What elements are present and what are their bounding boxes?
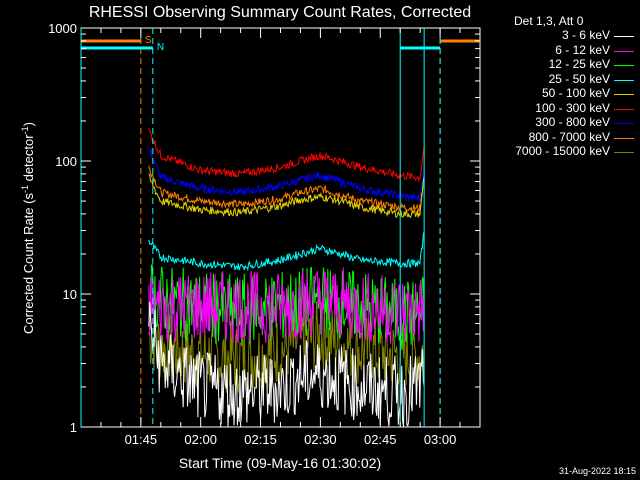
x-axis-label: Start Time (09-May-16 01:30:02) — [179, 455, 381, 471]
chart-title: RHESSI Observing Summary Count Rates, Co… — [89, 4, 471, 21]
series-layer — [148, 127, 425, 427]
x-tick-label: 02:00 — [184, 432, 217, 447]
x-tick-label: 02:45 — [364, 432, 397, 447]
legend-entry: 6 - 12 keV — [555, 42, 610, 57]
flags-layer: SN — [80, 28, 480, 427]
series-line-25-50-kev — [148, 231, 425, 272]
x-tick-label: 01:45 — [125, 432, 158, 447]
y-tick-label: 10 — [63, 287, 77, 302]
legend-swatch — [614, 137, 634, 139]
flag-label-s: S — [145, 35, 152, 46]
legend-entry: 300 - 800 keV — [535, 115, 610, 129]
x-tick-label: 02:15 — [244, 432, 277, 447]
y-tick-label: 100 — [55, 154, 77, 169]
axes-layer: 01:45 02:00 02:15 02:30 02:45 03:00 1 10 100 1000 — [48, 21, 480, 447]
legend-swatch — [614, 50, 634, 52]
x-tick-label: 02:30 — [304, 432, 337, 447]
flag-label-n: N — [157, 42, 164, 53]
legend-entry: 50 - 100 keV — [541, 86, 610, 100]
legend-entry: 100 - 300 keV — [535, 100, 610, 115]
series-line-800-7000-kev — [148, 165, 425, 214]
y-axis-label: Corrected Count Rate (s-1 detector-1) — [20, 122, 36, 334]
footer-timestamp: 31-Aug-2022 18:15 — [558, 466, 636, 476]
legend-swatch — [614, 123, 634, 124]
legend-swatch — [614, 108, 634, 110]
legend-entry: 3 - 6 keV — [561, 28, 610, 42]
legend-entry: 7000 - 15000 keV — [515, 144, 610, 158]
series-line-100-300-kev — [148, 127, 425, 182]
series-line-50-100-kev — [148, 173, 425, 219]
y-tick-label: 1 — [70, 420, 77, 435]
legend-title: Det 1,3, Att 0 — [514, 14, 584, 28]
legend-entry: 12 - 25 keV — [548, 57, 610, 71]
legend-swatch — [614, 94, 634, 95]
x-tick-label: 03:00 — [424, 432, 457, 447]
y-tick-label: 1000 — [48, 21, 77, 36]
legend-swatch — [614, 79, 634, 81]
legend-swatch — [614, 152, 634, 153]
series-line-300-800-kev — [148, 147, 425, 202]
legend-swatch — [614, 36, 634, 37]
legend-entry: 25 - 50 keV — [548, 71, 610, 86]
series-line-6-12-kev — [148, 267, 425, 344]
series-line-7000-15000-kev — [148, 301, 425, 393]
legend-swatch — [614, 65, 634, 66]
legend-entry: 800 - 7000 keV — [528, 129, 610, 144]
series-line-3-6-kev — [148, 302, 425, 427]
